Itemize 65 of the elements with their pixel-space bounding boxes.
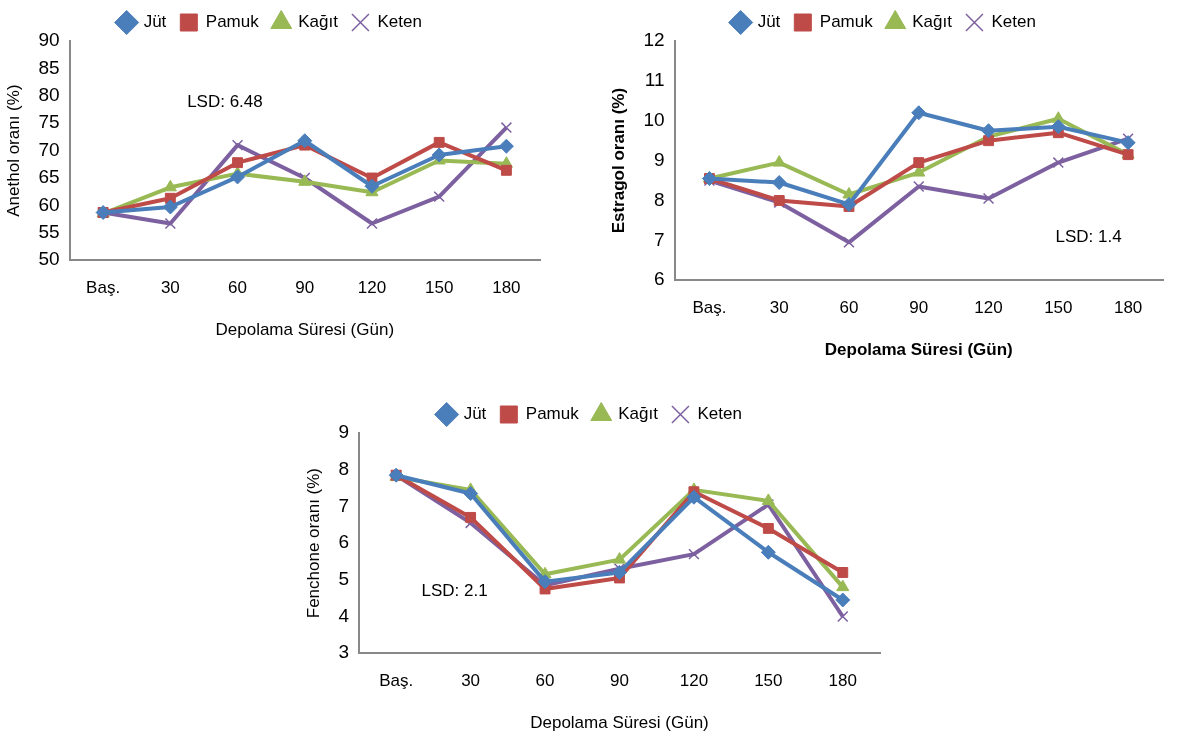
x-tick-label: 60 (228, 278, 248, 298)
legend-label: Keten (991, 12, 1036, 32)
x-tick-label: 150 (1044, 298, 1073, 318)
y-tick-label: 8 (338, 457, 349, 479)
legend-label: Jüt (143, 12, 167, 32)
y-tick-label: 65 (38, 166, 60, 188)
legend-label: Kağıt (298, 12, 339, 32)
y-tick-label: 60 (38, 193, 60, 215)
y-tick-label: 4 (338, 604, 350, 626)
x-axis-title: Depolama Süresi (Gün) (824, 340, 1013, 360)
legend-label: Kağıt (618, 404, 659, 424)
legend-label: Kağıt (912, 12, 953, 32)
y-tick-label: 7 (338, 494, 349, 516)
y-tick-label: 75 (38, 111, 60, 133)
x-tick-label: 30 (769, 298, 789, 318)
annotation: LSD: 1.4 (1055, 226, 1122, 246)
x-tick-label: 90 (909, 298, 929, 318)
x-tick-label: 30 (461, 671, 481, 691)
x-tick-label: 150 (425, 278, 454, 298)
y-tick-label: 11 (644, 69, 665, 91)
y-tick-label: 80 (38, 84, 60, 106)
y-axis-title: Fenchone oranı (%) (303, 467, 323, 619)
x-tick-label: 150 (754, 671, 783, 691)
y-tick-label: 8 (653, 188, 665, 210)
x-tick-label: 180 (492, 278, 521, 298)
y-tick-label: 9 (653, 148, 665, 170)
legend-label: Keten (377, 12, 422, 32)
y-tick-label: 7 (653, 228, 665, 250)
annotation: LSD: 6.48 (187, 92, 263, 112)
y-tick-label: 85 (38, 56, 60, 78)
y-tick-label: 6 (653, 268, 665, 290)
y-tick-label: 90 (38, 29, 60, 51)
y-tick-label: 5 (338, 568, 349, 590)
legend-label: Jüt (463, 404, 487, 424)
x-tick-label: 180 (1113, 298, 1143, 318)
legend-label: Jüt (757, 12, 781, 32)
legend-label: Pamuk (525, 404, 580, 424)
x-tick-label: 60 (535, 671, 555, 691)
x-tick-label: Baş. (692, 298, 727, 318)
x-tick-label: Baş. (379, 671, 414, 691)
x-tick-label: 120 (974, 298, 1003, 318)
x-tick-label: 120 (357, 278, 387, 298)
y-tick-label: 6 (338, 531, 349, 553)
legend-label: Pamuk (819, 12, 874, 32)
y-tick-label: 3 (338, 641, 349, 663)
y-axis-title: Anethol oranı (%) (3, 84, 23, 217)
legend-label: Pamuk (205, 12, 260, 32)
y-tick-label: 70 (38, 138, 60, 160)
legend-label: Keten (697, 404, 742, 424)
x-tick-label: 90 (295, 278, 315, 298)
x-tick-label: 60 (839, 298, 859, 318)
y-axis-title: Estragol oranı (%) (608, 87, 628, 234)
x-axis-title: Depolama Süresi (Gün) (215, 320, 395, 340)
y-tick-label: 12 (643, 29, 665, 51)
y-tick-label: 10 (643, 108, 665, 130)
x-tick-label: 180 (828, 671, 857, 691)
x-axis-title: Depolama Süresi (Gün) (530, 713, 709, 733)
y-tick-label: 55 (38, 221, 60, 243)
y-tick-label: 50 (38, 248, 60, 270)
x-tick-label: 120 (679, 671, 709, 691)
annotation: LSD: 2.1 (421, 581, 488, 601)
x-tick-label: 30 (160, 278, 180, 298)
x-tick-label: 90 (610, 671, 629, 691)
x-tick-label: Baş. (86, 278, 121, 298)
y-tick-label: 9 (338, 421, 349, 443)
